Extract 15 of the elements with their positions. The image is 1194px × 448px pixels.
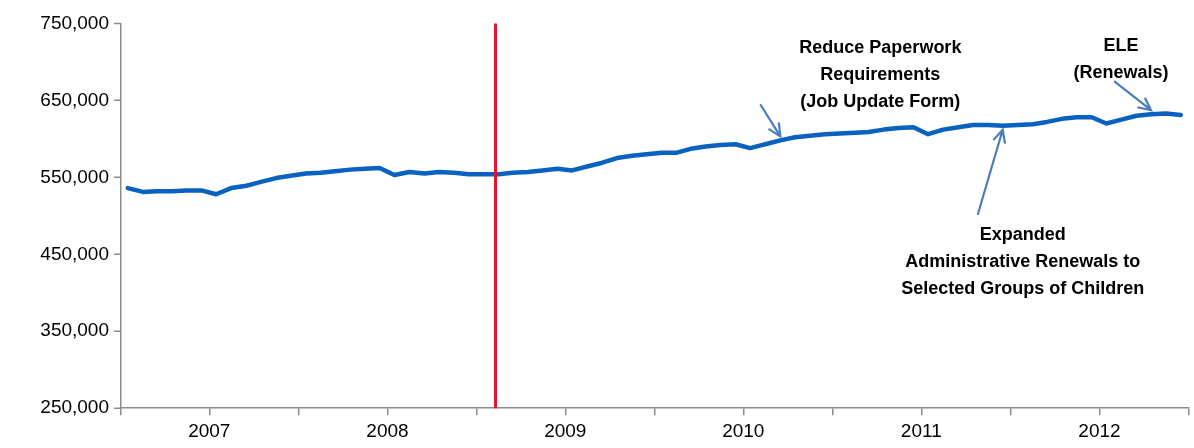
- x-tick-label: 2008: [366, 419, 409, 441]
- x-tick-label: 2011: [900, 419, 942, 441]
- y-tick-label: 450,000: [40, 242, 109, 264]
- y-tick-label: 750,000: [40, 11, 109, 33]
- x-tick-label: 2007: [188, 419, 231, 441]
- x-tick-label: 2010: [722, 419, 765, 441]
- y-tick-label: 350,000: [40, 319, 109, 341]
- y-tick-label: 250,000: [40, 396, 109, 418]
- annotation: ELE (Renewals): [1073, 34, 1169, 85]
- y-tick-label: 650,000: [40, 88, 109, 110]
- x-tick-label: 2012: [1078, 419, 1121, 441]
- annotation: Expanded Administrative Renewals to Selected Groups of Children: [901, 222, 1145, 300]
- x-tick-label: 2009: [544, 419, 587, 441]
- y-tick-label: 550,000: [40, 165, 109, 187]
- annotation: Reduce Paperwork Requirements (Job Update Form): [799, 36, 962, 114]
